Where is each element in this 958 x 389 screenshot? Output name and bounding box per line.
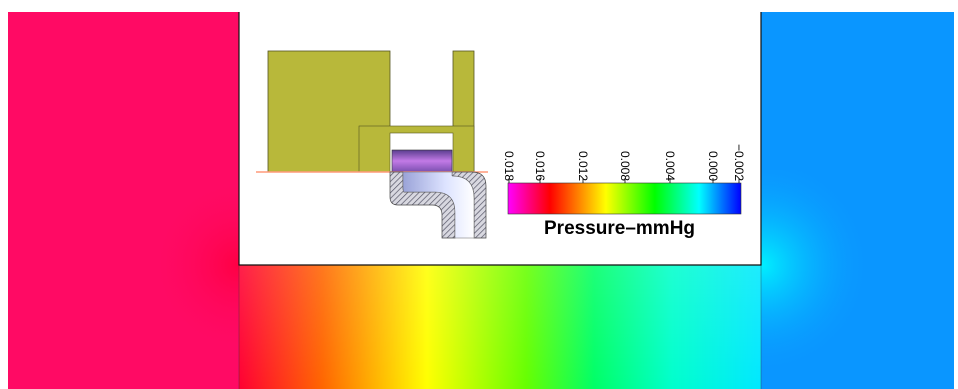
colorbar-legend: 0.018 0.016 0.012 0.008 0.004 0.000 −0.002 Pre… bbox=[502, 144, 746, 239]
left-corner-shade bbox=[150, 180, 239, 389]
colorbar-tick-label: 0.016 bbox=[533, 151, 547, 181]
colorbar-tick-label: 0.008 bbox=[618, 151, 632, 181]
legend-title: Pressure–mmHg bbox=[544, 218, 695, 239]
inset-geometry bbox=[256, 50, 488, 239]
colorbar-tick-label: 0.018 bbox=[502, 151, 516, 181]
colorbar-tick-label: 0.012 bbox=[576, 151, 590, 181]
fluid-section bbox=[391, 149, 453, 173]
colorbar bbox=[507, 182, 742, 215]
colorbar-ticks: 0.018 0.016 0.012 0.008 0.004 0.000 −0.002 bbox=[502, 144, 746, 183]
colorbar-tick-label: −0.002 bbox=[732, 144, 746, 181]
domain-boundary bbox=[238, 12, 762, 266]
channel-fade bbox=[239, 265, 761, 389]
pipe-interior bbox=[402, 171, 475, 239]
right-corner-shade bbox=[761, 170, 954, 389]
colorbar-tick-label: 0.004 bbox=[663, 151, 677, 181]
colorbar-tick-label: 0.000 bbox=[706, 151, 720, 181]
